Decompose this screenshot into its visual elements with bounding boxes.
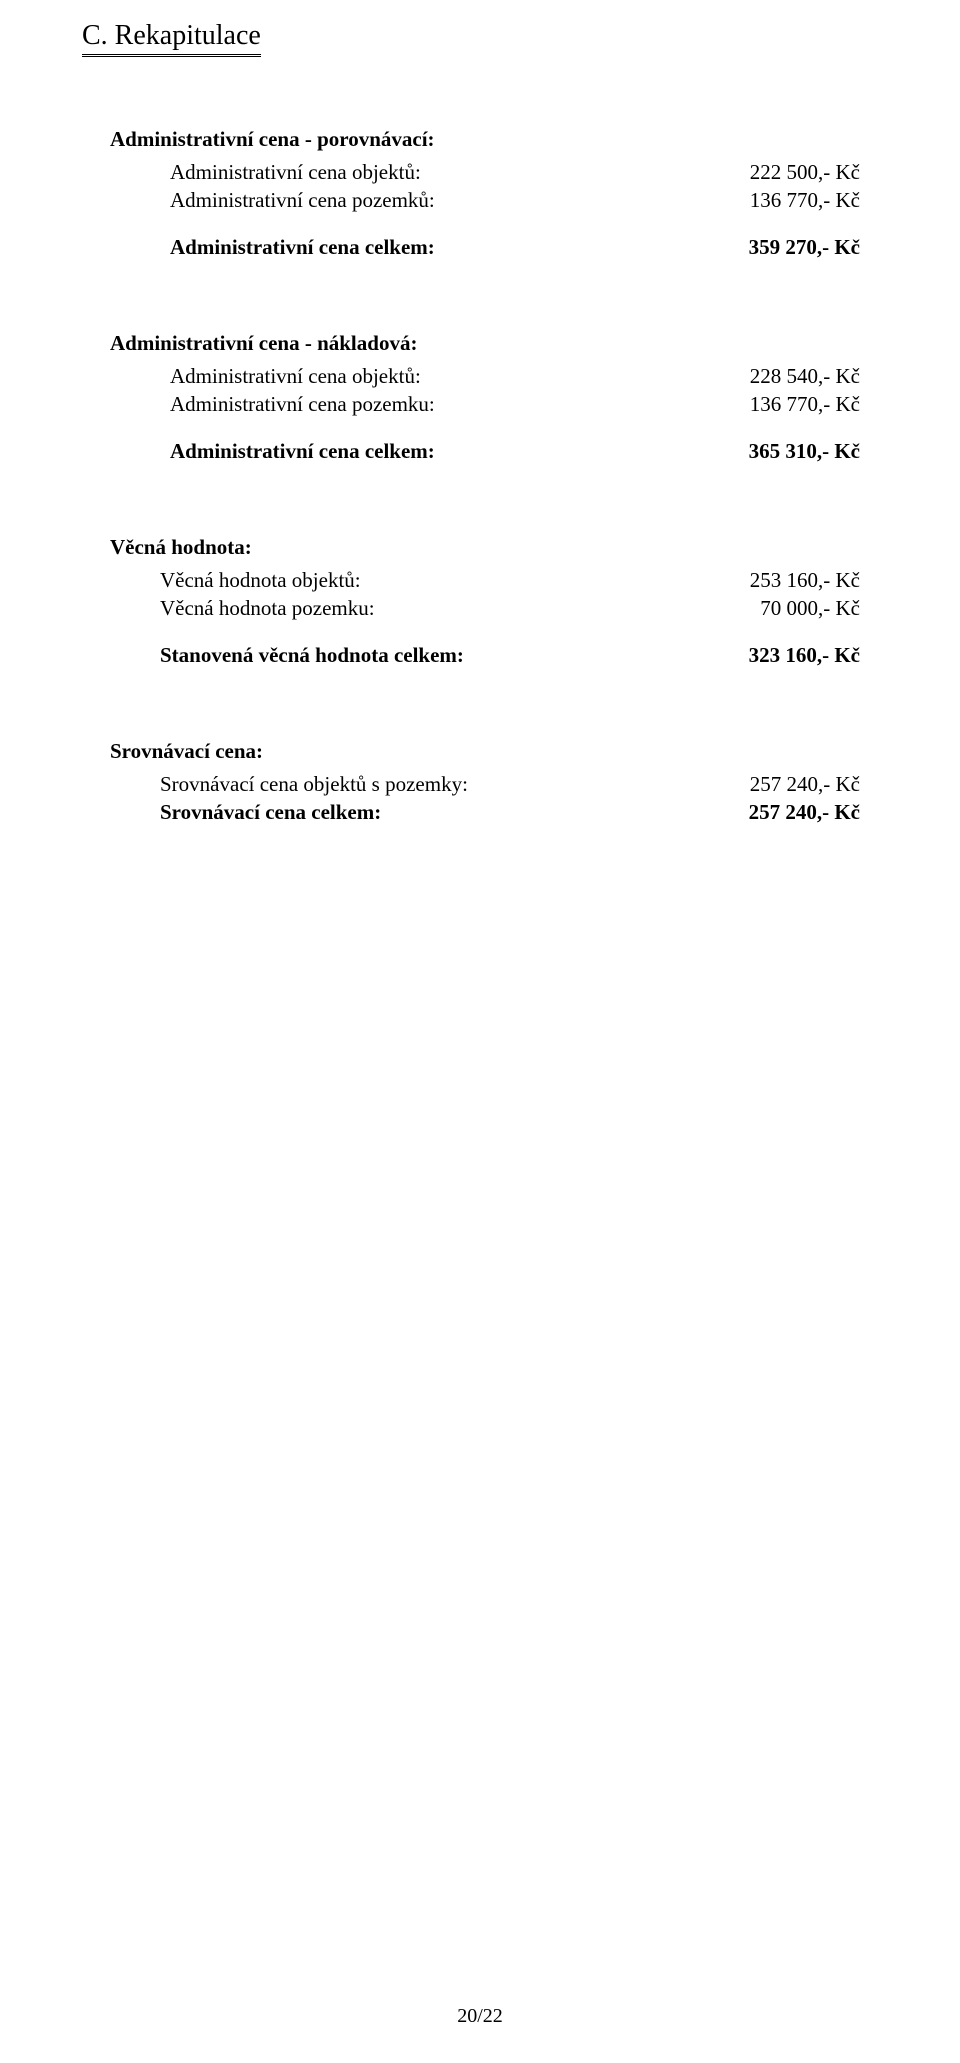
line-value: 70 000,- Kč — [760, 594, 860, 622]
group-admin-nakladova: Administrativní cena - nákladová: Admini… — [110, 331, 860, 465]
line-value: 136 770,- Kč — [750, 390, 860, 418]
line-label: Věcná hodnota objektů: — [110, 566, 361, 594]
group-heading: Administrativní cena - nákladová: — [110, 331, 860, 356]
line-item: Věcná hodnota objektů: 253 160,- Kč — [110, 566, 860, 594]
line-label: Administrativní cena pozemku: — [110, 390, 435, 418]
line-item: Administrativní cena pozemku: 136 770,- … — [110, 390, 860, 418]
group-heading: Srovnávací cena: — [110, 739, 860, 764]
group-heading: Administrativní cena - porovnávací: — [110, 127, 860, 152]
sum-value: 365 310,- Kč — [749, 437, 860, 465]
group-admin-porovnavaci: Administrativní cena - porovnávací: Admi… — [110, 127, 860, 261]
sum-value: 323 160,- Kč — [749, 641, 860, 669]
line-item: Administrativní cena objektů: 228 540,- … — [110, 362, 860, 390]
line-value: 228 540,- Kč — [750, 362, 860, 390]
line-item: Administrativní cena objektů: 222 500,- … — [110, 158, 860, 186]
line-value: 257 240,- Kč — [749, 798, 860, 826]
line-item: Věcná hodnota pozemku: 70 000,- Kč — [110, 594, 860, 622]
line-label: Administrativní cena objektů: — [110, 362, 421, 390]
line-label: Věcná hodnota pozemku: — [110, 594, 375, 622]
sum-row: Stanovená věcná hodnota celkem: 323 160,… — [110, 641, 860, 669]
line-value: 136 770,- Kč — [750, 186, 860, 214]
sum-label: Administrativní cena celkem: — [110, 437, 435, 465]
line-value: 253 160,- Kč — [750, 566, 860, 594]
page-number: 20/22 — [0, 2005, 960, 2028]
sum-row: Administrativní cena celkem: 359 270,- K… — [110, 233, 860, 261]
line-label: Administrativní cena pozemků: — [110, 186, 435, 214]
sum-value: 359 270,- Kč — [749, 233, 860, 261]
line-item: Administrativní cena pozemků: 136 770,- … — [110, 186, 860, 214]
line-label: Administrativní cena objektů: — [110, 158, 421, 186]
sum-label: Stanovená věcná hodnota celkem: — [110, 641, 464, 669]
line-item: Srovnávací cena celkem: 257 240,- Kč — [110, 798, 860, 826]
sum-row: Administrativní cena celkem: 365 310,- K… — [110, 437, 860, 465]
group-vecna-hodnota: Věcná hodnota: Věcná hodnota objektů: 25… — [110, 535, 860, 669]
sum-label: Administrativní cena celkem: — [110, 233, 435, 261]
line-value: 257 240,- Kč — [750, 770, 860, 798]
line-label: Srovnávací cena objektů s pozemky: — [110, 770, 468, 798]
group-heading: Věcná hodnota: — [110, 535, 860, 560]
page: C. Rekapitulace Administrativní cena - p… — [0, 0, 960, 2063]
line-item: Srovnávací cena objektů s pozemky: 257 2… — [110, 770, 860, 798]
line-value: 222 500,- Kč — [750, 158, 860, 186]
line-label: Srovnávací cena celkem: — [110, 798, 381, 826]
group-srovnavaci: Srovnávací cena: Srovnávací cena objektů… — [110, 739, 860, 827]
section-title: C. Rekapitulace — [82, 20, 261, 57]
